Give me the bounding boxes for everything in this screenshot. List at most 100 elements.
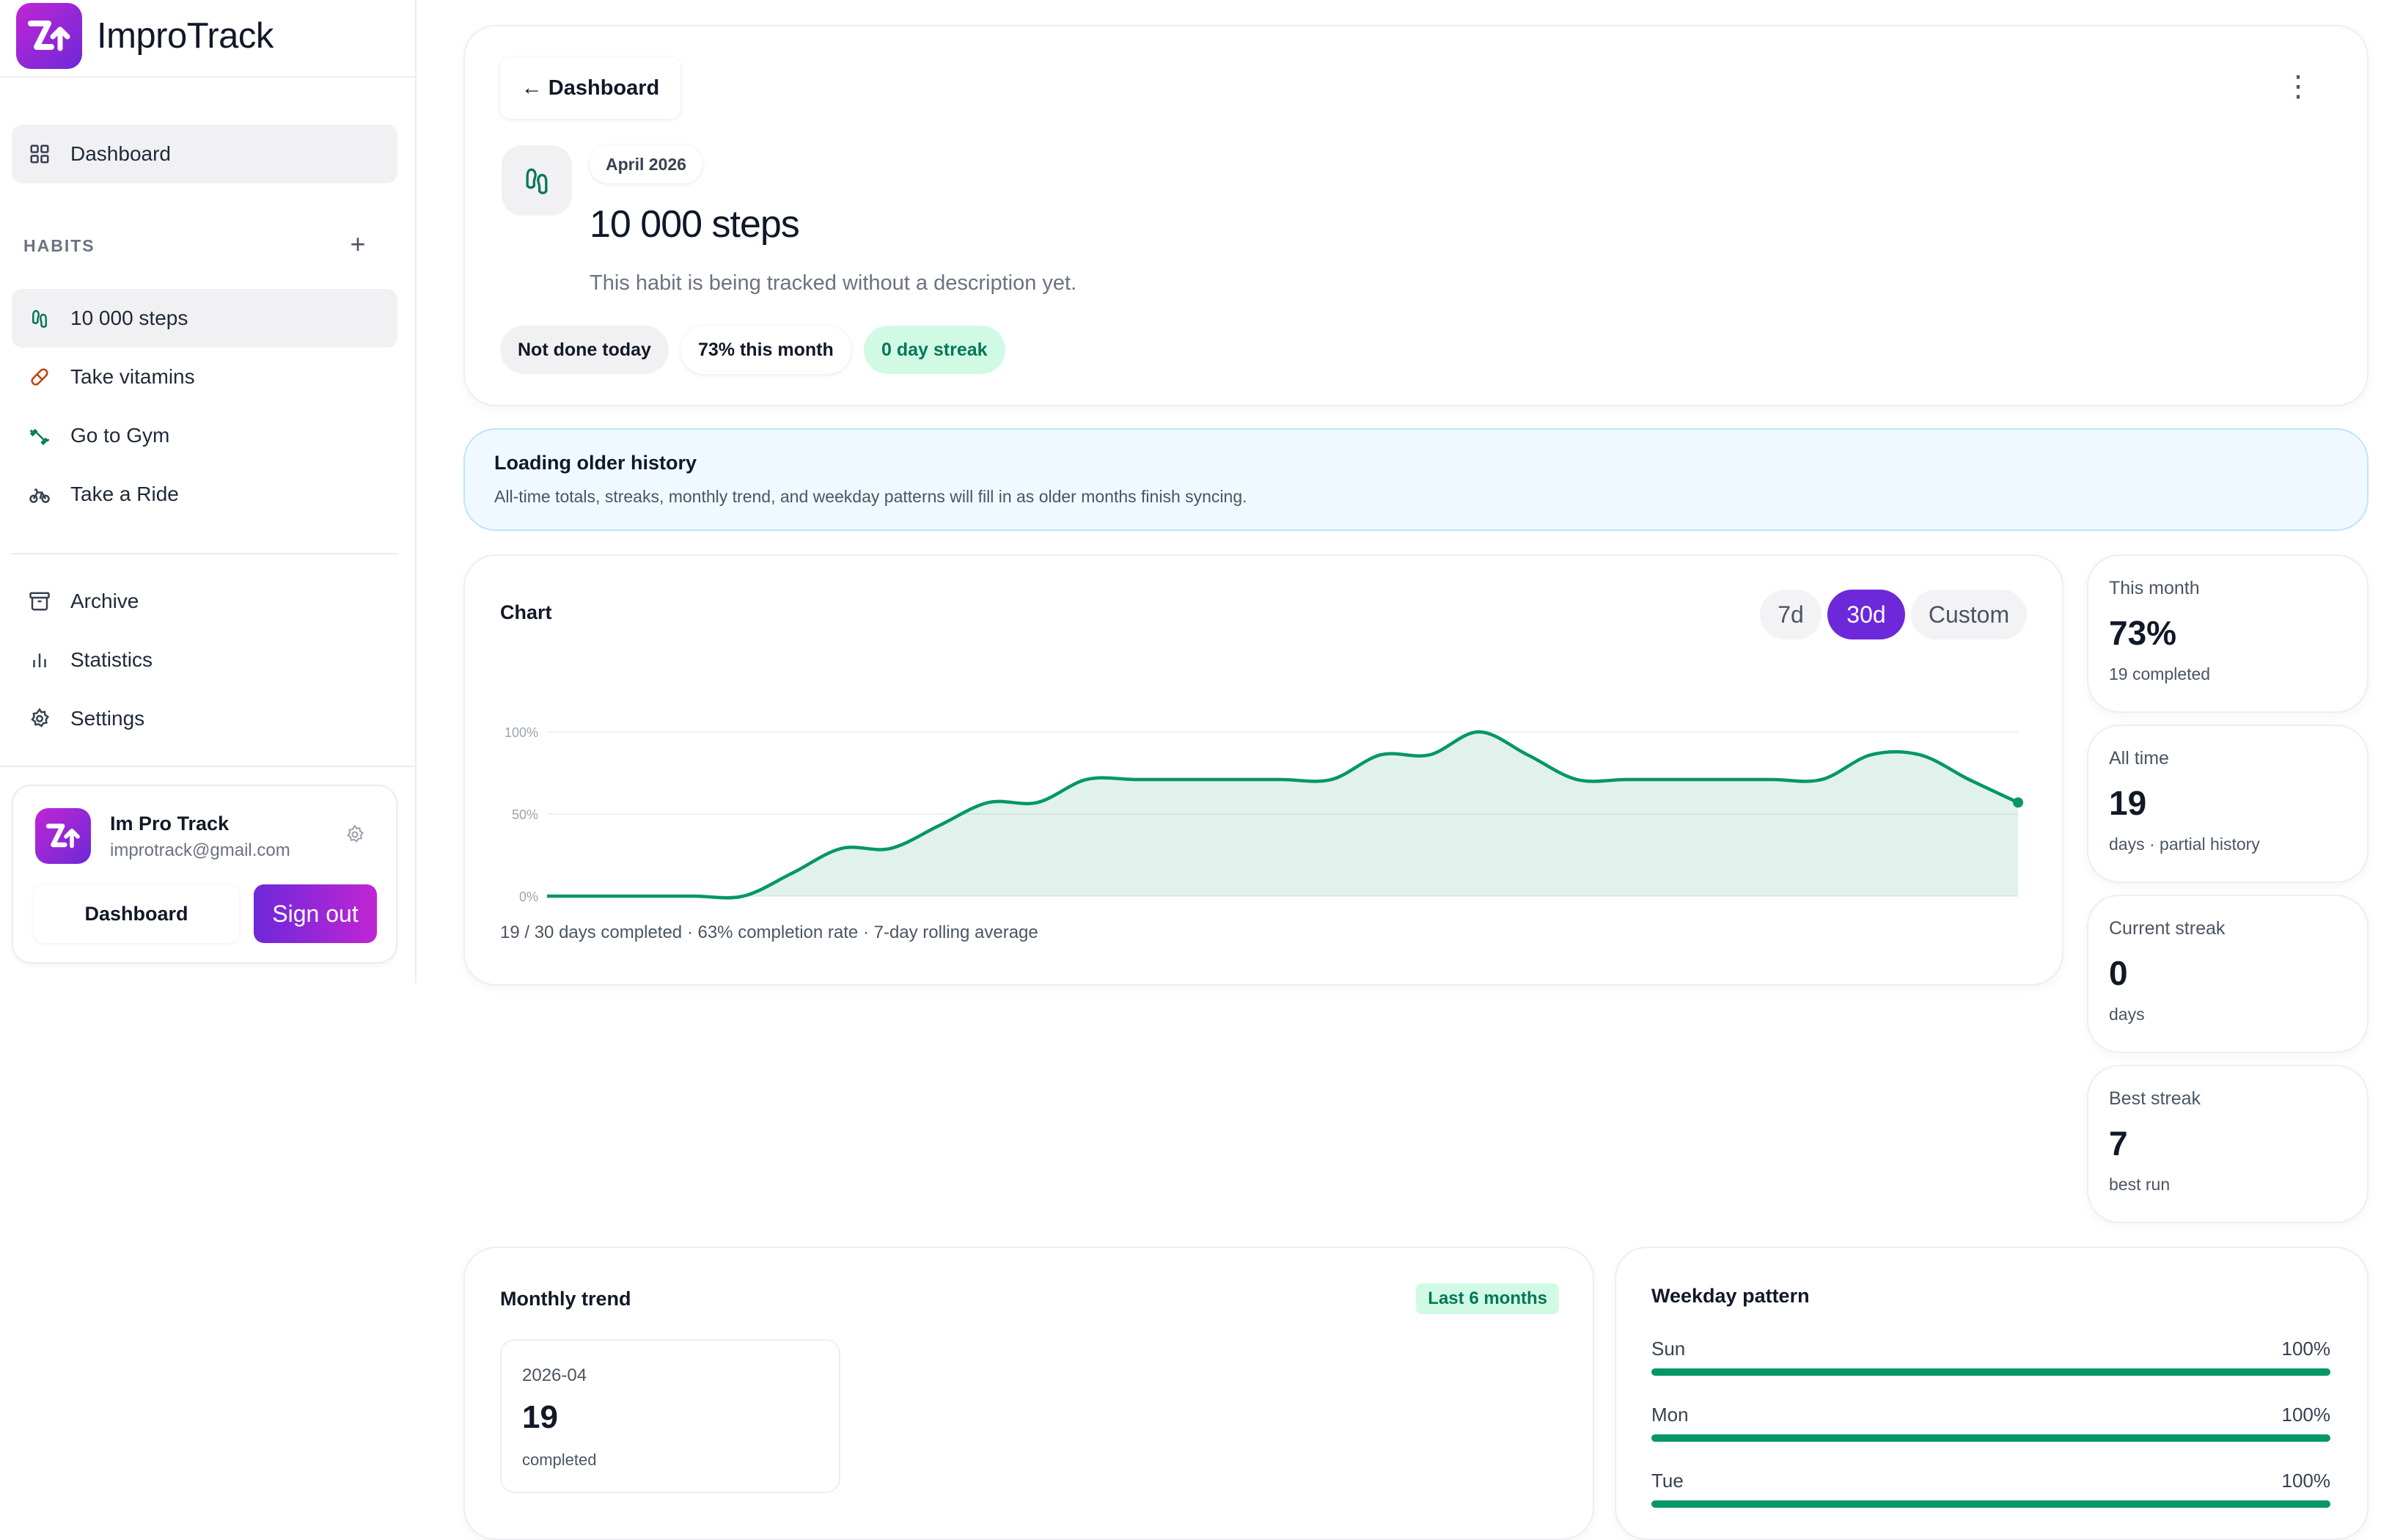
avatar	[35, 808, 91, 864]
stat-value: 19	[2109, 784, 2147, 822]
sidebar-item-10000-steps[interactable]: 10 000 steps	[12, 289, 397, 348]
settings-icon	[28, 707, 51, 730]
stat-label: All time	[2109, 748, 2169, 769]
habits-section-label: HABITS	[23, 236, 95, 255]
stat-value: 7	[2109, 1124, 2128, 1162]
habit-header-card: ← Dashboard ⋮ April 2026 10 000 steps Th…	[463, 25, 2369, 406]
month-value: 19	[522, 1399, 558, 1435]
weekday-bar-fill	[1651, 1368, 2330, 1376]
chart-title: Chart	[500, 601, 552, 623]
range-selector: 7d 30d Custom	[1760, 590, 2027, 642]
range-custom-button[interactable]: Custom	[1911, 590, 2027, 639]
month-caption: completed	[522, 1451, 597, 1469]
divider	[0, 76, 415, 78]
y-tick-label: 50%	[512, 807, 538, 822]
more-options-icon[interactable]: ⋮	[2283, 70, 2313, 103]
pill-icon	[28, 365, 51, 389]
weekday-name: Sun	[1651, 1338, 1686, 1360]
stat-sub: 19 completed	[2109, 664, 2211, 683]
archive-icon	[28, 590, 51, 613]
status-pill-today: Not done today	[500, 326, 669, 374]
sidebar-item-label: Statistics	[70, 648, 153, 671]
user-name: Im Pro Track	[110, 813, 230, 835]
status-pill-month: 73% this month	[680, 326, 851, 374]
trend-title: Monthly trend	[500, 1288, 631, 1310]
stat-sub: days	[2109, 1005, 2145, 1024]
status-pill-streak: 0 day streak	[864, 326, 1005, 374]
stat-label: This month	[2109, 578, 2200, 598]
stat-card-best-streak: Best streak 7 best run	[2087, 1065, 2369, 1223]
sidebar-item-take-vitamins[interactable]: Take vitamins	[12, 348, 397, 406]
stat-value: 73%	[2109, 614, 2177, 652]
stat-sub: days · partial history	[2109, 835, 2260, 854]
trend-range-badge: Last 6 months	[1416, 1283, 1559, 1314]
series-area	[547, 732, 2018, 898]
page-title: 10 000 steps	[590, 203, 800, 246]
brand-logo-icon	[16, 3, 82, 69]
weekday-bar	[1651, 1434, 2330, 1442]
weekday-bar-fill	[1651, 1500, 2330, 1508]
weekday-bar	[1651, 1368, 2330, 1376]
month-label: 2026-04	[522, 1365, 587, 1385]
weekday-title: Weekday pattern	[1651, 1285, 1810, 1307]
user-card: Im Pro Track improtrack@gmail.com Dashbo…	[12, 785, 397, 964]
user-email: improtrack@gmail.com	[110, 840, 290, 860]
month-summary-box: 2026-04 19 completed	[500, 1339, 840, 1493]
stat-card-current-streak: Current streak 0 days	[2087, 895, 2369, 1053]
sidebar-item-label: Take a Ride	[70, 483, 179, 505]
stat-value: 0	[2109, 954, 2128, 992]
chart-summary: 19 / 30 days completed · 63% completion …	[500, 923, 1038, 942]
brand-name: ImproTrack	[97, 16, 274, 56]
sidebar-item-label: Take vitamins	[70, 365, 195, 388]
back-to-dashboard-button[interactable]: ← Dashboard	[500, 57, 680, 119]
month-badge: April 2026	[590, 145, 702, 183]
add-habit-button[interactable]: +	[350, 229, 366, 259]
user-settings-icon[interactable]	[345, 824, 365, 848]
brand[interactable]: ImproTrack	[16, 3, 274, 69]
weekday-bar-fill	[1651, 1434, 2330, 1442]
footprints-icon	[28, 307, 51, 330]
weekday-pattern-card: Weekday pattern Sun 100% Mon 100% Tue 10…	[1615, 1247, 2369, 1540]
stat-card-all-time: All time 19 days · partial history	[2087, 725, 2369, 883]
weekday-percent: 100%	[2281, 1470, 2331, 1492]
range-7d-button[interactable]: 7d	[1760, 590, 1821, 639]
range-30d-button[interactable]: 30d	[1827, 590, 1905, 639]
sidebar-item-label: Archive	[70, 590, 139, 612]
sidebar-item-label: Dashboard	[70, 142, 171, 165]
divider	[12, 553, 397, 554]
weekday-percent: 100%	[2281, 1404, 2331, 1426]
sidebar-item-go-to-gym[interactable]: Go to Gym	[12, 406, 397, 465]
y-tick-label: 0%	[519, 890, 538, 904]
weekday-bar	[1651, 1500, 2330, 1508]
y-tick-label: 100%	[505, 725, 538, 740]
footprints-icon	[502, 145, 572, 216]
sidebar-item-take-a-ride[interactable]: Take a Ride	[12, 465, 397, 524]
weekday-name: Mon	[1651, 1404, 1689, 1426]
weekday-percent: 100%	[2281, 1338, 2331, 1360]
chart-card: Chart 7d 30d Custom 0%50%100%Mar 28Apr 4…	[463, 554, 2063, 986]
monthly-trend-card: Monthly trend Last 6 months 2026-04 19 c…	[463, 1247, 1594, 1540]
loading-history-banner: Loading older history All-time totals, s…	[463, 428, 2369, 531]
completion-chart: 0%50%100%Mar 28Apr 4Apr 11Apr 18Apr 25	[505, 725, 2023, 904]
sidebar: ImproTrack Dashboard HABITS + 10 000 ste…	[0, 0, 417, 983]
stat-sub: best run	[2109, 1175, 2171, 1194]
sign-out-button[interactable]: Sign out	[254, 884, 377, 943]
sidebar-item-label: Go to Gym	[70, 424, 170, 447]
sidebar-item-statistics[interactable]: Statistics	[12, 631, 397, 689]
banner-title: Loading older history	[494, 452, 697, 474]
stat-label: Best streak	[2109, 1088, 2201, 1109]
sidebar-item-settings[interactable]: Settings	[12, 689, 397, 748]
weekday-name: Tue	[1651, 1470, 1684, 1492]
stat-label: Current streak	[2109, 918, 2226, 939]
dumbbell-icon	[28, 424, 51, 447]
user-dashboard-button[interactable]: Dashboard	[34, 884, 239, 943]
chart-bar-icon	[28, 648, 51, 672]
sidebar-item-archive[interactable]: Archive	[12, 572, 397, 631]
sidebar-item-label: Settings	[70, 707, 145, 730]
sidebar-item-label: 10 000 steps	[70, 307, 188, 329]
last-point	[2013, 797, 2023, 808]
bike-icon	[28, 483, 51, 506]
banner-text: All-time totals, streaks, monthly trend,…	[494, 487, 1247, 506]
habit-description: This habit is being tracked without a de…	[590, 271, 1077, 295]
sidebar-item-dashboard[interactable]: Dashboard	[12, 125, 397, 183]
